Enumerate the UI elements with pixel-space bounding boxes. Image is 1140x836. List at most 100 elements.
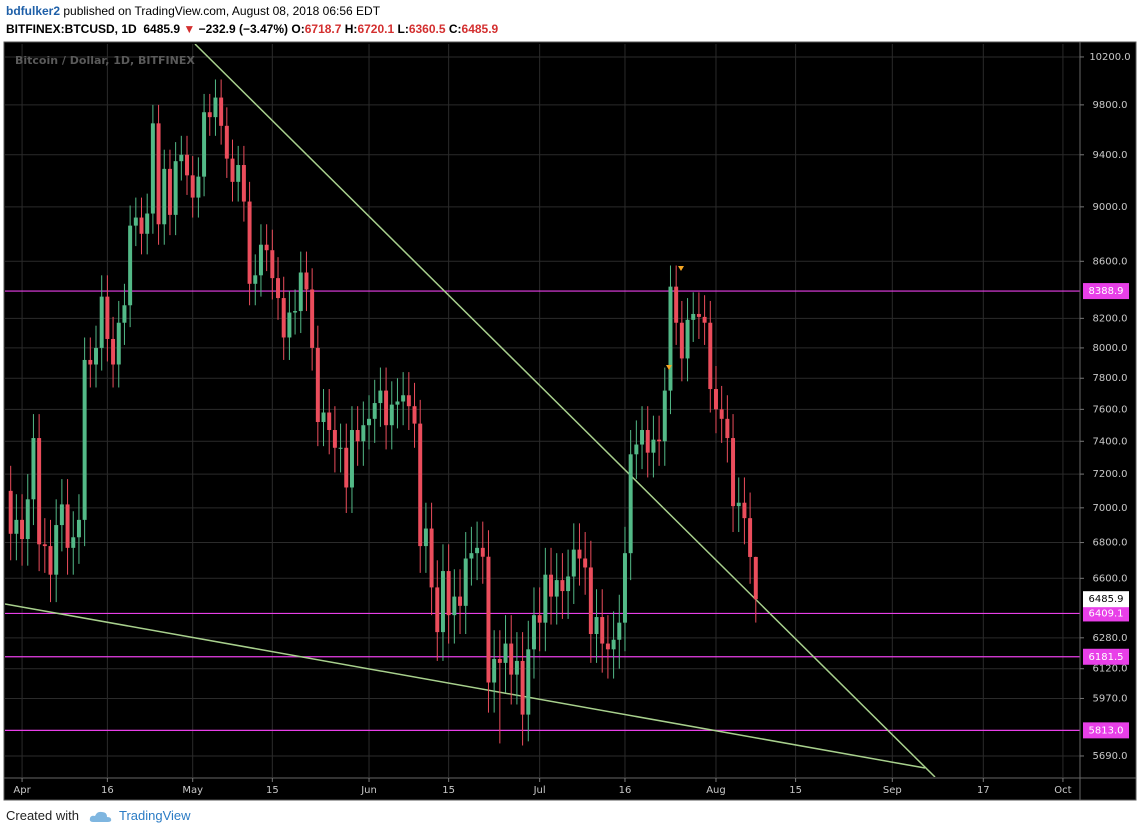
- chart-panel: [3, 41, 1137, 801]
- candle-body: [111, 338, 116, 365]
- candle-body: [748, 518, 753, 557]
- candle-body: [549, 574, 554, 597]
- candle-body: [287, 312, 292, 338]
- last-price-label: 6485.9: [1089, 594, 1124, 605]
- candle-body: [253, 275, 258, 284]
- candle-body: [406, 395, 411, 407]
- price-label-box: [1083, 605, 1129, 622]
- candle-body: [583, 558, 588, 568]
- y-tick-label: 7200.0: [1093, 469, 1128, 480]
- change: −232.9 (−3.47%): [198, 22, 289, 36]
- y-tick-label: 6120.0: [1093, 664, 1128, 675]
- axes: 5690.0 5970.0 6120.0 6280.0 6600.0 6800.0 7000…: [13, 52, 1130, 796]
- candle-body: [116, 322, 121, 365]
- candle-body: [588, 567, 593, 635]
- created-with: Created with: [6, 808, 79, 823]
- author[interactable]: bdfulker2: [6, 4, 61, 18]
- candle-body: [14, 519, 19, 534]
- candle-body: [554, 580, 559, 597]
- candle-body: [224, 125, 229, 159]
- candle-body: [713, 389, 718, 410]
- candle-body: [76, 519, 81, 538]
- horizontal-lines: [5, 290, 1080, 731]
- candle-body: [196, 176, 201, 198]
- x-tick-label: 15: [442, 785, 455, 796]
- candle-body: [20, 519, 25, 540]
- candle-body: [509, 643, 514, 675]
- candle-body: [469, 553, 474, 559]
- candle-body: [725, 418, 730, 439]
- footer: Created with TradingView: [6, 808, 191, 823]
- candle-body: [674, 286, 679, 323]
- y-tick-label: 8000.0: [1093, 343, 1128, 354]
- candle-body: [173, 161, 178, 215]
- x-tick-label: Oct: [1054, 785, 1071, 796]
- candle-body: [600, 617, 605, 644]
- candle-body: [492, 658, 497, 683]
- candle-body: [429, 528, 434, 588]
- price-label: 6409.1: [1089, 608, 1124, 619]
- candle-body: [651, 439, 656, 453]
- x-tick-label: Jun: [360, 785, 377, 796]
- candle-body: [338, 447, 343, 449]
- candle-body: [702, 316, 707, 323]
- brand[interactable]: TradingView: [118, 808, 191, 823]
- symbol: BITFINEX:BTCUSD, 1D: [6, 22, 137, 36]
- y-tick-label: 7800.0: [1093, 373, 1128, 384]
- x-tick-label: Sep: [883, 785, 902, 796]
- c-value: 6485.9: [461, 22, 499, 36]
- candle-body: [190, 175, 195, 198]
- x-tick-label: 16: [619, 785, 632, 796]
- candle-body: [156, 123, 161, 225]
- x-tick-label: Aug: [706, 785, 726, 796]
- candle-body: [65, 504, 70, 548]
- candle-body: [344, 447, 349, 488]
- candle-body: [475, 547, 480, 554]
- candle-body: [48, 546, 53, 575]
- candle-body: [731, 438, 736, 507]
- candle-body: [332, 430, 337, 448]
- candle-body: [31, 438, 36, 500]
- header-line-2: BITFINEX:BTCUSD, 1D 6485.9 ▼ −232.9 (−3.…: [6, 22, 498, 36]
- y-tick-label: 9000.0: [1093, 202, 1128, 213]
- candle-body: [657, 439, 662, 442]
- candle-body: [82, 359, 87, 520]
- candle-body: [531, 615, 536, 650]
- candle-body: [304, 272, 309, 290]
- candle-body: [361, 425, 366, 442]
- candle-body: [133, 217, 138, 226]
- candle-body: [696, 313, 701, 317]
- candle-body: [145, 213, 150, 234]
- candle-body: [270, 250, 275, 279]
- candle-body: [628, 454, 633, 554]
- x-tick-label: 16: [101, 785, 114, 796]
- candle-body: [480, 547, 485, 557]
- candle-body: [736, 502, 741, 507]
- price-label-box: [1083, 722, 1129, 739]
- candle-body: [281, 298, 286, 338]
- candle-body: [401, 395, 406, 402]
- candle-body: [372, 403, 377, 419]
- o-value: 6718.7: [304, 22, 342, 36]
- trend-line: [194, 44, 936, 777]
- candle-body: [640, 430, 645, 445]
- candle-body: [543, 574, 548, 623]
- y-tick-label: 9400.0: [1093, 150, 1128, 161]
- y-tick-label: 9800.0: [1093, 100, 1128, 111]
- candle-body: [128, 225, 133, 306]
- candles: [8, 79, 758, 746]
- candle-body: [423, 528, 428, 547]
- candle-body: [241, 165, 246, 202]
- candle-body: [321, 412, 326, 423]
- candle-body: [42, 544, 47, 547]
- candle-body: [54, 525, 59, 575]
- candle-body: [668, 286, 673, 391]
- price-label: 6181.5: [1089, 652, 1124, 663]
- candle-body: [594, 617, 599, 635]
- candle-body: [753, 556, 758, 600]
- candle-body: [452, 596, 457, 616]
- published: published on TradingView.com, August 08,…: [63, 4, 381, 18]
- candle-body: [537, 615, 542, 623]
- candle-body: [418, 423, 423, 547]
